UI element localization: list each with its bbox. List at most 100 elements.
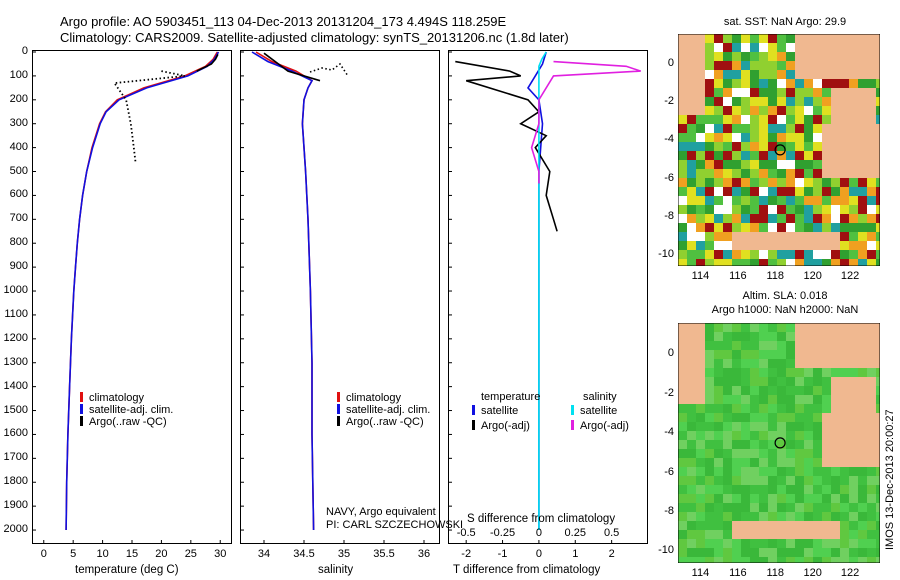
map-cell <box>714 250 723 259</box>
map-cell <box>804 115 813 124</box>
map-cell <box>750 458 759 467</box>
platform-annotation: NAVY, Argo equivalent <box>326 506 436 518</box>
map-cell <box>732 160 741 169</box>
map-cell <box>687 467 696 476</box>
depth-tick-500: 500 <box>9 164 28 177</box>
map-cell <box>858 494 867 503</box>
map-cell <box>723 341 732 350</box>
map-cell <box>678 232 687 241</box>
salinity-axis-label: salinity <box>318 564 354 576</box>
map-cell <box>741 160 750 169</box>
legend-label-satellite: satellite-adj. clim. <box>346 404 431 416</box>
map-cell <box>804 250 813 259</box>
map-cell <box>732 61 741 70</box>
map-cell <box>777 503 786 512</box>
map-cell <box>768 70 777 79</box>
map-cell <box>678 151 687 160</box>
map-cell <box>768 79 777 88</box>
map-cell <box>786 386 795 395</box>
map-cell <box>759 512 768 521</box>
map-cell <box>723 530 732 539</box>
map-lon-tick: 120 <box>803 567 822 579</box>
map-cell <box>741 88 750 97</box>
map-cell <box>813 79 822 88</box>
map-cell <box>705 43 714 52</box>
map-cell <box>687 422 696 431</box>
map-cell <box>858 259 867 266</box>
map-cell <box>822 187 831 196</box>
map-cell <box>759 503 768 512</box>
map-cell <box>705 178 714 187</box>
map-cell <box>858 530 867 539</box>
map-cell <box>804 476 813 485</box>
map-cell <box>687 476 696 485</box>
map-cell <box>696 160 705 169</box>
map-cell <box>876 467 880 476</box>
map-cell <box>750 196 759 205</box>
map-cell <box>795 151 804 160</box>
map-cell <box>795 512 804 521</box>
depth-tick-800: 800 <box>9 236 28 249</box>
map-cell <box>813 187 822 196</box>
map-cell <box>876 106 880 115</box>
map-cell <box>759 160 768 169</box>
map-cell <box>867 79 876 88</box>
map-cell <box>831 178 840 187</box>
map-cell <box>867 205 876 214</box>
map-cell <box>714 187 723 196</box>
map-cell <box>876 530 880 539</box>
map-cell <box>723 449 732 458</box>
depth-tick-1500: 1500 <box>3 403 28 416</box>
map-cell <box>804 88 813 97</box>
map-cell <box>858 178 867 187</box>
map-cell <box>750 106 759 115</box>
map-cell <box>768 124 777 133</box>
map-cell <box>795 214 804 223</box>
map-cell <box>723 43 732 52</box>
map-cell <box>732 250 741 259</box>
map-cell <box>786 485 795 494</box>
map-cell <box>714 494 723 503</box>
map-cell <box>804 431 813 440</box>
map-cell <box>705 332 714 341</box>
map-cell <box>849 368 858 377</box>
map-cell <box>687 548 696 557</box>
map-cell <box>858 196 867 205</box>
map-cell <box>822 196 831 205</box>
map-cell <box>705 205 714 214</box>
map-cell <box>750 539 759 548</box>
map-cell <box>831 187 840 196</box>
map-cell <box>750 413 759 422</box>
map-cell <box>750 377 759 386</box>
map-cell <box>813 422 822 431</box>
map-cell <box>768 43 777 52</box>
map-cell <box>840 530 849 539</box>
map-cell <box>687 250 696 259</box>
map-cell <box>822 79 831 88</box>
map-cell <box>795 187 804 196</box>
map-cell <box>750 557 759 563</box>
map-cell <box>678 485 687 494</box>
map-cell <box>687 169 696 178</box>
temp-legend: climatology satellite-adj. clim. Argo(..… <box>80 392 173 428</box>
map-cell <box>696 214 705 223</box>
map-cell <box>705 350 714 359</box>
map-lon-tick: 118 <box>766 567 785 579</box>
map-cell <box>714 395 723 404</box>
salinity-x-tick: 34.5 <box>293 548 315 560</box>
legend-item-climatology: climatology <box>80 392 173 404</box>
map-cell <box>714 431 723 440</box>
map-cell <box>840 548 849 557</box>
map-cell <box>759 539 768 548</box>
map-cell <box>723 368 732 377</box>
map-cell <box>696 196 705 205</box>
salinity-panel-frame <box>240 50 440 544</box>
map-cell <box>822 115 831 124</box>
salinity-x-tick: 36 <box>417 548 431 560</box>
map-cell <box>750 178 759 187</box>
map-cell <box>705 521 714 530</box>
map-cell <box>705 440 714 449</box>
map-cell <box>777 160 786 169</box>
map-cell <box>723 52 732 61</box>
map-cell <box>867 476 876 485</box>
